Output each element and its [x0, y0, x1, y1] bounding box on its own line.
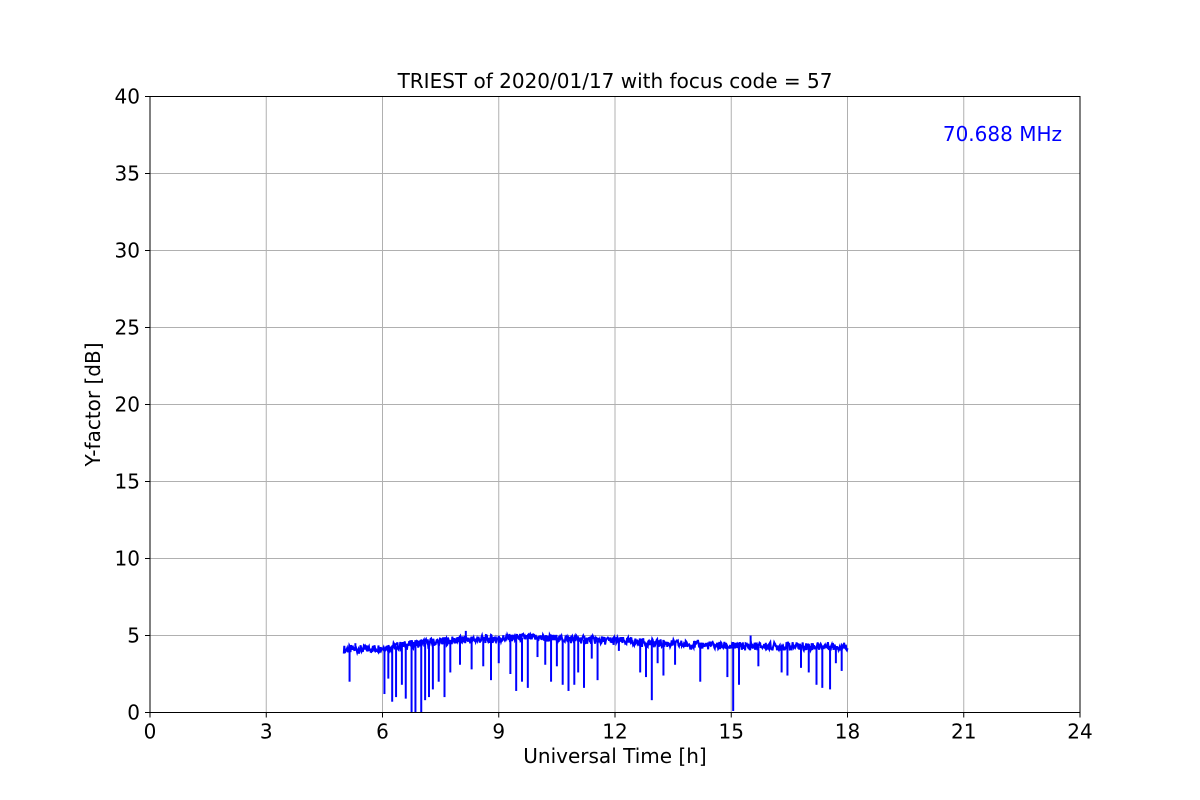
x-tick-label: 3 — [260, 720, 273, 744]
chart-title: TRIEST of 2020/01/17 with focus code = 5… — [397, 69, 833, 93]
y-tick-label: 0 — [127, 701, 140, 725]
x-tick-label: 15 — [719, 720, 744, 744]
series-group — [342, 630, 849, 713]
frequency-annotation: 70.688 MHz — [943, 122, 1062, 146]
x-tick-label: 12 — [602, 720, 627, 744]
x-tick-label: 24 — [1067, 720, 1092, 744]
y-tick-label: 30 — [115, 239, 140, 263]
y-tick-label: 15 — [115, 470, 140, 494]
y-tick-label: 25 — [115, 316, 140, 340]
series-line — [342, 631, 849, 657]
x-axis-title: Universal Time [h] — [523, 744, 706, 768]
y-tick-label: 35 — [115, 162, 140, 186]
y-axis-title: Y-factor [dB] — [81, 342, 105, 467]
x-tick-label: 0 — [144, 720, 157, 744]
y-axis: 0 5 10 15 20 25 30 35 40 — [115, 85, 150, 725]
y-tick-label: 5 — [127, 624, 140, 648]
x-tick-label: 9 — [492, 720, 505, 744]
y-tick-label: 40 — [115, 85, 140, 109]
x-tick-label: 21 — [951, 720, 976, 744]
x-tick-label: 6 — [376, 720, 389, 744]
y-tick-label: 20 — [115, 393, 140, 417]
y-tick-label: 10 — [115, 547, 140, 571]
x-tick-label: 18 — [835, 720, 860, 744]
x-axis: 0 3 6 9 12 15 18 21 24 — [144, 712, 1093, 744]
grid-lines — [149, 96, 1081, 713]
